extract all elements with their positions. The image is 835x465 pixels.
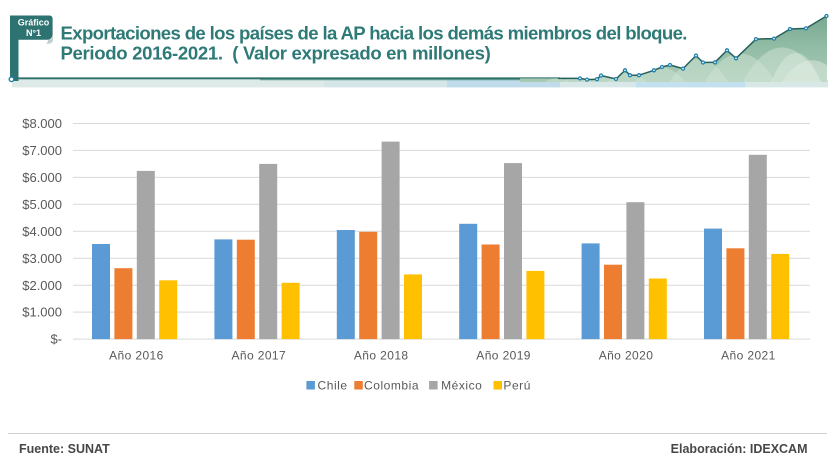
svg-text:$6.000: $6.000 (22, 170, 62, 185)
svg-text:$2.000: $2.000 (22, 278, 62, 293)
svg-text:$-: $- (50, 332, 62, 347)
svg-text:$1.000: $1.000 (22, 305, 62, 320)
svg-text:$8.000: $8.000 (22, 116, 62, 131)
svg-text:Año 2016: Año 2016 (109, 349, 164, 363)
svg-text:$5.000: $5.000 (22, 197, 62, 212)
svg-text:Exportaciones de los países de: Exportaciones de los países de la AP hac… (61, 23, 687, 44)
svg-text:Año 2020: Año 2020 (599, 349, 654, 363)
svg-text:$3.000: $3.000 (22, 251, 62, 266)
svg-text:Año 2017: Año 2017 (232, 349, 287, 363)
svg-text:Colombia: Colombia (364, 379, 419, 393)
svg-text:$7.000: $7.000 (22, 143, 62, 158)
svg-text:$4.000: $4.000 (22, 224, 62, 239)
svg-text:Fuente: SUNAT: Fuente: SUNAT (19, 442, 110, 456)
svg-text:N°1: N°1 (26, 28, 41, 38)
svg-text:Año 2019: Año 2019 (476, 349, 531, 363)
svg-text:Gráfico: Gráfico (18, 17, 50, 27)
svg-text:Año 2018: Año 2018 (354, 349, 409, 363)
svg-text:Elaboración: IDEXCAM: Elaboración: IDEXCAM (671, 442, 808, 456)
svg-text:Perú: Perú (503, 379, 531, 393)
svg-text:Año 2021: Año 2021 (721, 349, 776, 363)
svg-text:Periodo 2016-2021. ( Valor ex: Periodo 2016-2021. ( Valor expresado en … (61, 42, 491, 63)
svg-text:México: México (441, 379, 482, 393)
svg-text:Chile: Chile (318, 379, 348, 393)
